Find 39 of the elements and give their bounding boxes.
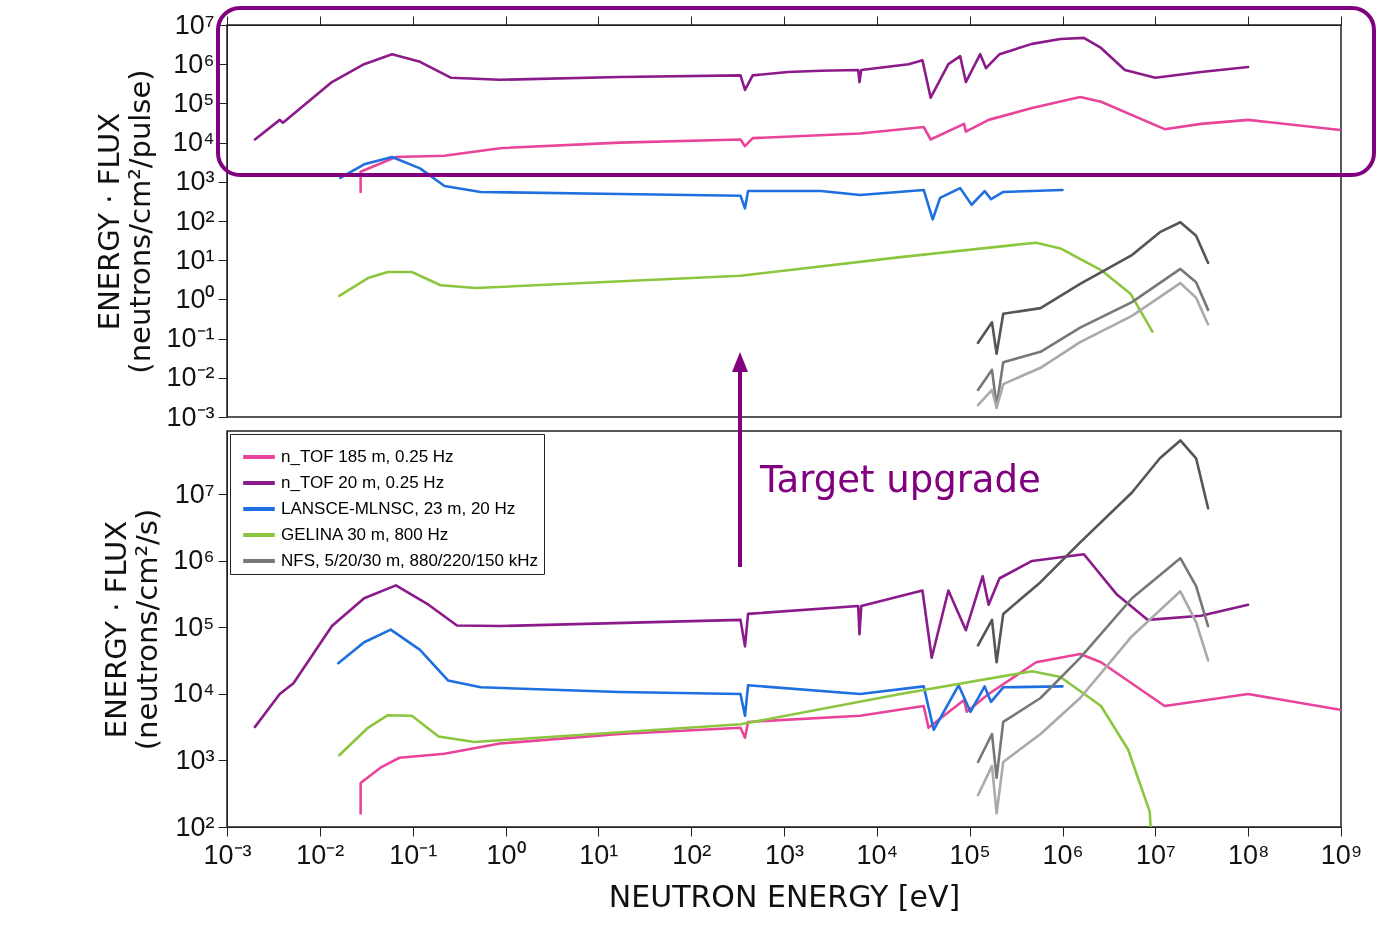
- y-tick-label: 10⁻²: [166, 362, 215, 393]
- y-tick-label: 10⁶: [173, 48, 215, 79]
- x-tick-label: 10¹: [579, 839, 619, 870]
- x-tick-label: 10⁶: [1042, 839, 1084, 870]
- y-axis-title: ENERGY · FLUX (neutrons/cm²/pulse): [92, 69, 158, 374]
- y-tick-label: 10⁴: [172, 127, 215, 158]
- x-tick-label: 10³: [764, 839, 805, 870]
- y-tick-label: 10⁴: [172, 678, 215, 709]
- x-tick-label: 10⁻²: [296, 839, 345, 870]
- y-tick-label: 10⁷: [174, 9, 215, 40]
- y-tick-label: 10³: [175, 744, 215, 775]
- annotation: Target upgrade: [759, 458, 1041, 501]
- legend-label: n_TOF 20 m, 0.25 Hz: [281, 473, 445, 492]
- y-tick-label: 10⁶: [173, 545, 215, 576]
- x-tick-label: 10⁵: [949, 839, 991, 870]
- y-tick-label: 10⁰: [175, 283, 215, 314]
- legend-label: n_TOF 185 m, 0.25 Hz: [281, 447, 454, 466]
- y-tick-label: 10⁵: [173, 87, 215, 118]
- y-tick-label: 10⁻³: [166, 401, 215, 432]
- x-tick-label: 10²: [672, 839, 712, 870]
- x-tick-label: 10⁻¹: [389, 839, 438, 870]
- x-tick-label: 10⁰: [486, 839, 526, 870]
- y-tick-label: 10¹: [175, 244, 215, 275]
- y-tick-label: 10²: [175, 811, 215, 842]
- x-tick-label: 10⁸: [1227, 839, 1270, 870]
- y-tick-label: 10²: [175, 205, 215, 236]
- x-tick-label: 10⁴: [856, 839, 899, 870]
- y-axis-title: ENERGY · FLUX (neutrons/cm²/s): [98, 508, 164, 751]
- legend-label: NFS, 5/20/30 m, 880/220/150 kHz: [281, 551, 539, 570]
- x-tick-label: 10⁻³: [203, 839, 252, 870]
- legend-label: GELINA 30 m, 800 Hz: [281, 525, 449, 544]
- x-tick-label: 10⁷: [1135, 839, 1176, 870]
- y-tick-label: 10⁷: [174, 478, 215, 509]
- legend-label: LANSCE-MLNSC, 23 m, 20 Hz: [281, 499, 516, 518]
- x-axis-title: NEUTRON ENERGY [eV]: [608, 878, 961, 914]
- y-tick-label: 10⁻¹: [166, 323, 215, 354]
- y-tick-label: 10⁵: [173, 611, 215, 642]
- x-tick-label: 10⁹: [1320, 839, 1363, 870]
- y-tick-label: 10³: [175, 166, 215, 197]
